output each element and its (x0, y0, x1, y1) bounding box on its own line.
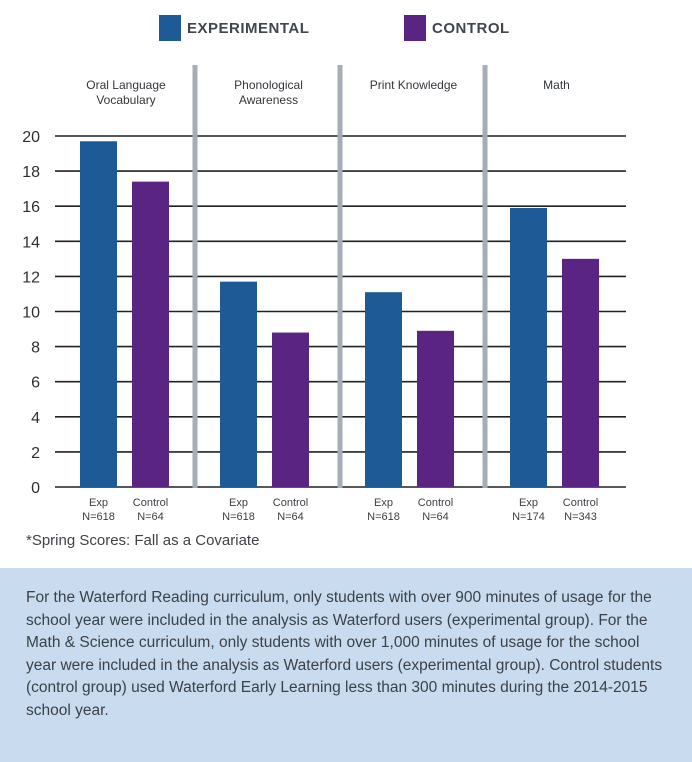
bar-label: Control (273, 497, 308, 509)
y-tick-label: 0 (31, 480, 40, 497)
bar-1-control (272, 332, 309, 487)
bar-label: Exp (374, 497, 393, 509)
group-separator-2 (337, 65, 343, 488)
bar-label: N=64 (137, 511, 164, 523)
bar-0-control (132, 181, 169, 487)
legend-experimental: EXPERIMENTAL (159, 15, 309, 41)
legend-swatch-experimental (159, 15, 181, 41)
bar-3-exp (510, 207, 547, 487)
bar-3-control (562, 258, 599, 487)
group-title: Awareness (239, 93, 298, 107)
group-separator-3 (482, 65, 488, 488)
y-tick-label: 10 (22, 305, 40, 322)
bar-label: Exp (229, 497, 248, 509)
bar-0-exp (80, 141, 117, 487)
bar-label: Control (563, 497, 598, 509)
y-tick-label: 8 (31, 340, 40, 357)
bar-label: N=64 (422, 511, 449, 523)
group-title: Vocabulary (96, 93, 155, 107)
bar-label: N=64 (277, 511, 304, 523)
legend-swatch-control (404, 15, 426, 41)
y-tick-label: 4 (31, 410, 40, 427)
bar-2-control (417, 330, 454, 487)
y-tick-label: 12 (22, 269, 40, 286)
bar-1-exp (220, 281, 257, 487)
note-box: For the Waterford Reading curriculum, on… (0, 568, 692, 762)
legend-label-control: CONTROL (432, 19, 510, 37)
bar-label: N=174 (512, 511, 545, 523)
group-title: Oral Language (86, 78, 166, 92)
bar-label: Control (133, 497, 168, 509)
y-tick-label: 16 (22, 199, 40, 216)
group-title: Math (543, 78, 570, 92)
bar-2-exp (365, 292, 402, 487)
legend-control: CONTROL (404, 15, 510, 41)
group-separator-1 (192, 65, 198, 488)
bar-label: Exp (89, 497, 108, 509)
y-tick-label: 2 (31, 445, 40, 462)
bar-label: N=618 (82, 511, 115, 523)
footnote: *Spring Scores: Fall as a Covariate (26, 532, 260, 549)
group-title: Phonological (234, 78, 303, 92)
y-tick-label: 20 (22, 129, 40, 146)
bar-label: N=618 (222, 511, 255, 523)
bar-label: Control (418, 497, 453, 509)
bar-label: N=618 (367, 511, 400, 523)
bar-chart: 0 2 4 6 8 10 12 14 16 18 20 Oral LanguageVocabulary… (22, 65, 626, 523)
y-tick-label: 18 (22, 164, 40, 181)
y-tick-label: 6 (31, 375, 40, 392)
y-tick-label: 14 (22, 234, 40, 251)
bar-label: N=343 (564, 511, 597, 523)
bar-label: Exp (519, 497, 538, 509)
legend-label-experimental: EXPERIMENTAL (187, 19, 310, 37)
note-text: For the Waterford Reading curriculum, on… (26, 589, 663, 719)
group-title: Print Knowledge (370, 78, 458, 92)
